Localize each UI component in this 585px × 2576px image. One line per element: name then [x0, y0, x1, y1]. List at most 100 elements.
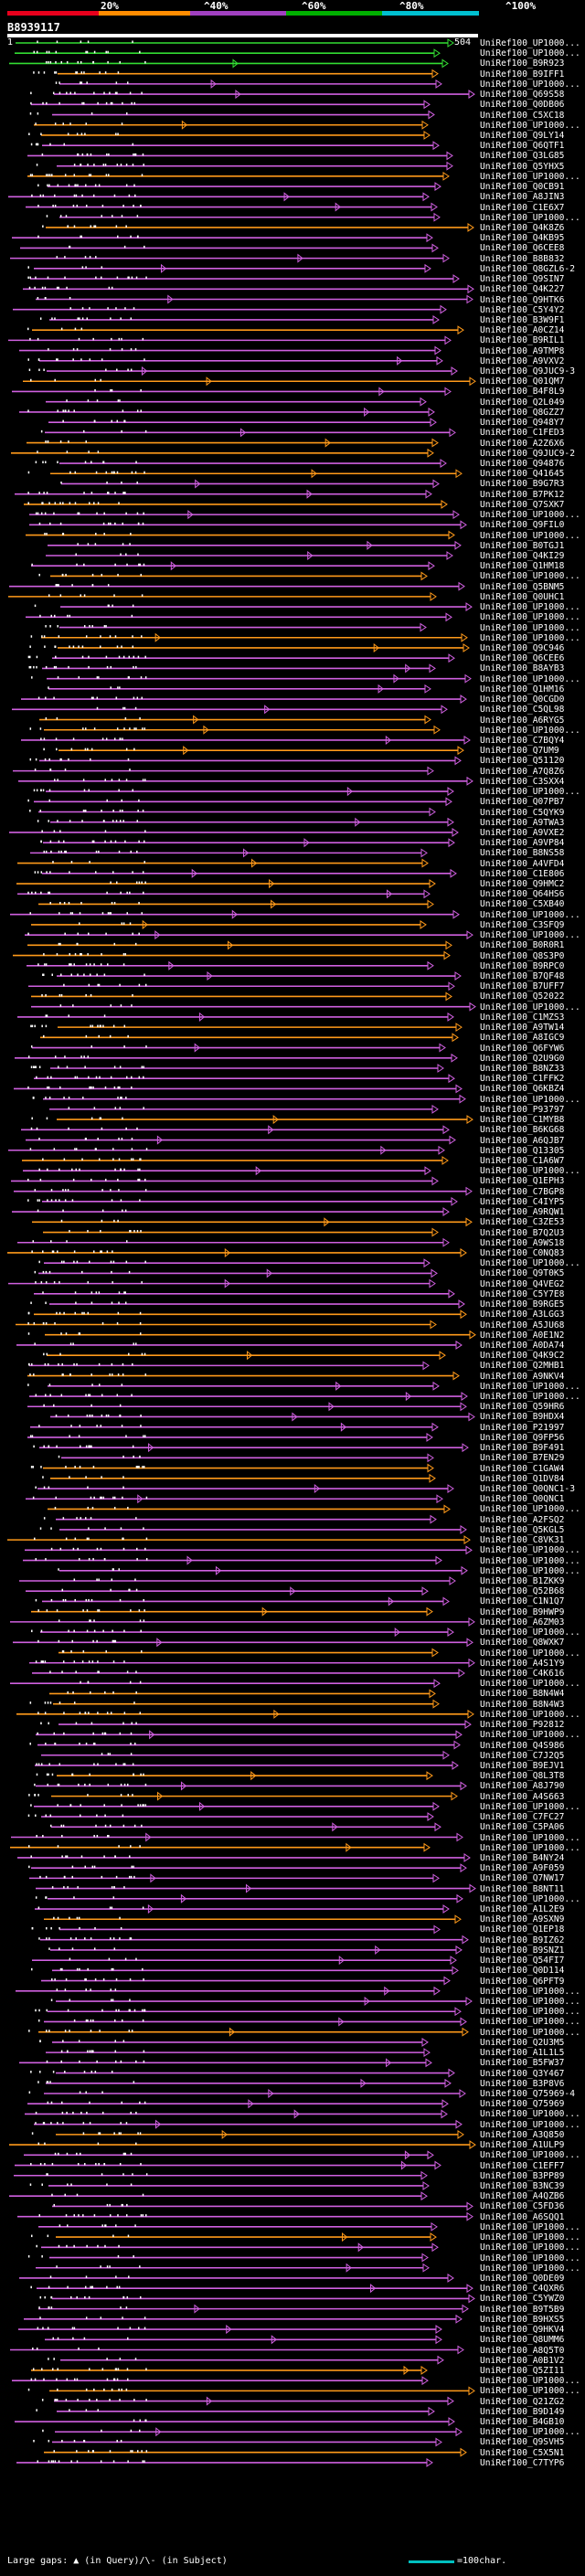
- hit-label[interactable]: UniRef100_Q9T0K5: [480, 1268, 565, 1279]
- hit-label[interactable]: UniRef100_Q4VEG2: [480, 1278, 565, 1289]
- hit-label[interactable]: UniRef100_C5QYK9: [480, 807, 565, 818]
- hit-label[interactable]: UniRef100_Q94876: [480, 459, 565, 470]
- hit-label[interactable]: UniRef100_Q7SXK7: [480, 499, 565, 510]
- hit-label[interactable]: UniRef100_UP1000...: [480, 1709, 580, 1720]
- hit-label[interactable]: UniRef100_Q0QNC1-3: [480, 1484, 575, 1495]
- hit-label[interactable]: UniRef100_Q07PB7: [480, 797, 565, 808]
- hit-label[interactable]: UniRef100_UP1000...: [480, 530, 580, 541]
- hit-label[interactable]: UniRef100_C5YWZ0: [480, 2294, 565, 2305]
- hit-label[interactable]: UniRef100_UP1000...: [480, 2253, 580, 2263]
- hit-label[interactable]: UniRef100_Q5YHX5: [480, 161, 565, 172]
- hit-label[interactable]: UniRef100_Q9HMC2: [480, 879, 565, 890]
- hit-label[interactable]: UniRef100_UP1000...: [480, 120, 580, 131]
- hit-label[interactable]: UniRef100_Q8L3T8: [480, 1771, 565, 1782]
- hit-label[interactable]: UniRef100_B6KG68: [480, 1125, 565, 1136]
- hit-label[interactable]: UniRef100_C3ZE53: [480, 1217, 565, 1228]
- hit-label[interactable]: UniRef100_Q2L049: [480, 397, 565, 408]
- hit-label[interactable]: UniRef100_Q64HS6: [480, 889, 565, 900]
- hit-label[interactable]: UniRef100_A2FSQ2: [480, 1514, 565, 1525]
- hit-label[interactable]: UniRef100_Q9JUC9-2: [480, 448, 575, 459]
- hit-label[interactable]: UniRef100_C5FD36: [480, 2201, 565, 2212]
- hit-label[interactable]: UniRef100_UP1000...: [480, 1730, 580, 1741]
- hit-label[interactable]: UniRef100_UP1000...: [480, 2150, 580, 2161]
- hit-label[interactable]: UniRef100_Q0CB91: [480, 182, 565, 193]
- hit-label[interactable]: UniRef100_Q0DB06: [480, 100, 565, 111]
- hit-label[interactable]: UniRef100_B3W9F1: [480, 314, 565, 325]
- hit-label[interactable]: UniRef100_Q0UHC1: [480, 591, 565, 602]
- hit-label[interactable]: UniRef100_C4K616: [480, 1668, 565, 1679]
- hit-label[interactable]: UniRef100_C1MZS3: [480, 1012, 565, 1023]
- hit-label[interactable]: UniRef100_B7QF48: [480, 971, 565, 982]
- hit-label[interactable]: UniRef100_C1E6X7: [480, 202, 565, 213]
- hit-label[interactable]: UniRef100_C3SXX4: [480, 776, 565, 787]
- hit-label[interactable]: UniRef100_C5Y7E8: [480, 1288, 565, 1299]
- hit-label[interactable]: UniRef100_UP1000...: [480, 673, 580, 684]
- hit-label[interactable]: UniRef100_Q69S58: [480, 90, 565, 101]
- hit-label[interactable]: UniRef100_Q9FP56: [480, 1432, 565, 1443]
- hit-label[interactable]: UniRef100_B0TGJ1: [480, 540, 565, 551]
- hit-label[interactable]: UniRef100_Q948Y7: [480, 418, 565, 429]
- hit-label[interactable]: UniRef100_UP1000...: [480, 1094, 580, 1105]
- hit-label[interactable]: UniRef100_B9HXS5: [480, 2314, 565, 2325]
- hit-label[interactable]: UniRef100_Q5ZI11: [480, 2365, 565, 2376]
- hit-label[interactable]: UniRef100_P93797: [480, 1104, 565, 1115]
- hit-label[interactable]: UniRef100_C0NQ83: [480, 1247, 565, 1258]
- hit-label[interactable]: UniRef100_Q0D114: [480, 1966, 565, 1977]
- hit-label[interactable]: UniRef100_A4S1Y9: [480, 1658, 565, 1669]
- hit-label[interactable]: UniRef100_Q9FIL0: [480, 520, 565, 531]
- hit-label[interactable]: UniRef100_UP1000...: [480, 48, 580, 59]
- hit-label[interactable]: UniRef100_UP1000...: [480, 930, 580, 941]
- hit-label[interactable]: UniRef100_B9T5B9: [480, 2304, 565, 2315]
- hit-label[interactable]: UniRef100_A1ULP9: [480, 2140, 565, 2151]
- hit-label[interactable]: UniRef100_A9VXV2: [480, 355, 565, 366]
- hit-label[interactable]: UniRef100_A9WS18: [480, 1237, 565, 1248]
- hit-label[interactable]: UniRef100_B4NY24: [480, 1852, 565, 1863]
- hit-label[interactable]: UniRef100_C1N1Q7: [480, 1596, 565, 1607]
- hit-label[interactable]: UniRef100_Q1EP18: [480, 1924, 565, 1935]
- hit-label[interactable]: UniRef100_UP1000...: [480, 2027, 580, 2038]
- hit-label[interactable]: UniRef100_A6ZM03: [480, 1617, 565, 1627]
- hit-label[interactable]: UniRef100_C1E806: [480, 868, 565, 879]
- hit-label[interactable]: UniRef100_UP1000...: [480, 2263, 580, 2274]
- hit-label[interactable]: UniRef100_B8NS58: [480, 848, 565, 859]
- hit-label[interactable]: UniRef100_C4IYP5: [480, 1196, 565, 1207]
- hit-label[interactable]: UniRef100_Q9HTK6: [480, 294, 565, 305]
- hit-label[interactable]: UniRef100_UP1000...: [480, 1166, 580, 1177]
- hit-label[interactable]: UniRef100_C7TYP6: [480, 2457, 565, 2468]
- hit-label[interactable]: UniRef100_C1A6W7: [480, 1155, 565, 1166]
- hit-label[interactable]: UniRef100_Q4KB95: [480, 233, 565, 244]
- hit-label[interactable]: UniRef100_C5XB40: [480, 899, 565, 910]
- hit-label[interactable]: UniRef100_UP1000...: [480, 2017, 580, 2028]
- hit-label[interactable]: UniRef100_Q7NW17: [480, 1873, 565, 1884]
- hit-label[interactable]: UniRef100_Q8S3P0: [480, 950, 565, 961]
- hit-label[interactable]: UniRef100_A9TW14: [480, 1023, 565, 1034]
- hit-label[interactable]: UniRef100_Q3Y467: [480, 2068, 565, 2079]
- hit-label[interactable]: UniRef100_A9TMP8: [480, 345, 565, 356]
- hit-label[interactable]: UniRef100_Q9SVH5: [480, 2437, 565, 2448]
- hit-label[interactable]: UniRef100_B7UFF7: [480, 981, 565, 992]
- hit-label[interactable]: UniRef100_P92812: [480, 1720, 565, 1731]
- hit-label[interactable]: UniRef100_Q3LG85: [480, 151, 565, 162]
- hit-label[interactable]: UniRef100_C1EFF7: [480, 2160, 565, 2171]
- hit-label[interactable]: UniRef100_UP1000...: [480, 1545, 580, 1556]
- hit-label[interactable]: UniRef100_C7FC27: [480, 1812, 565, 1823]
- hit-label[interactable]: UniRef100_UP1000...: [480, 602, 580, 613]
- hit-label[interactable]: UniRef100_C5XC18: [480, 110, 565, 121]
- hit-label[interactable]: UniRef100_A7Q8Z6: [480, 766, 565, 777]
- hit-label[interactable]: UniRef100_B7Q2U3: [480, 1227, 565, 1238]
- hit-label[interactable]: UniRef100_Q54FI7: [480, 1956, 565, 1966]
- hit-label[interactable]: UniRef100_Q6QTF1: [480, 141, 565, 152]
- hit-label[interactable]: UniRef100_A4QZB6: [480, 2191, 565, 2202]
- hit-label[interactable]: UniRef100_B8N4W4: [480, 1689, 565, 1700]
- hit-label[interactable]: UniRef100_Q2MHB1: [480, 1361, 565, 1372]
- hit-label[interactable]: UniRef100_A6SQQ1: [480, 2211, 565, 2222]
- hit-label[interactable]: UniRef100_UP1000...: [480, 787, 580, 798]
- hit-label[interactable]: UniRef100_A3Q850: [480, 2129, 565, 2140]
- hit-label[interactable]: UniRef100_B8NZ33: [480, 1064, 565, 1074]
- hit-label[interactable]: UniRef100_UP1000...: [480, 2221, 580, 2232]
- hit-label[interactable]: UniRef100_Q2U9G0: [480, 1053, 565, 1064]
- hit-label[interactable]: UniRef100_A1L2E9: [480, 1904, 565, 1915]
- hit-label[interactable]: UniRef100_P21997: [480, 1422, 565, 1433]
- hit-label[interactable]: UniRef100_A0DA74: [480, 1340, 565, 1351]
- hit-label[interactable]: UniRef100_UP1000...: [480, 909, 580, 920]
